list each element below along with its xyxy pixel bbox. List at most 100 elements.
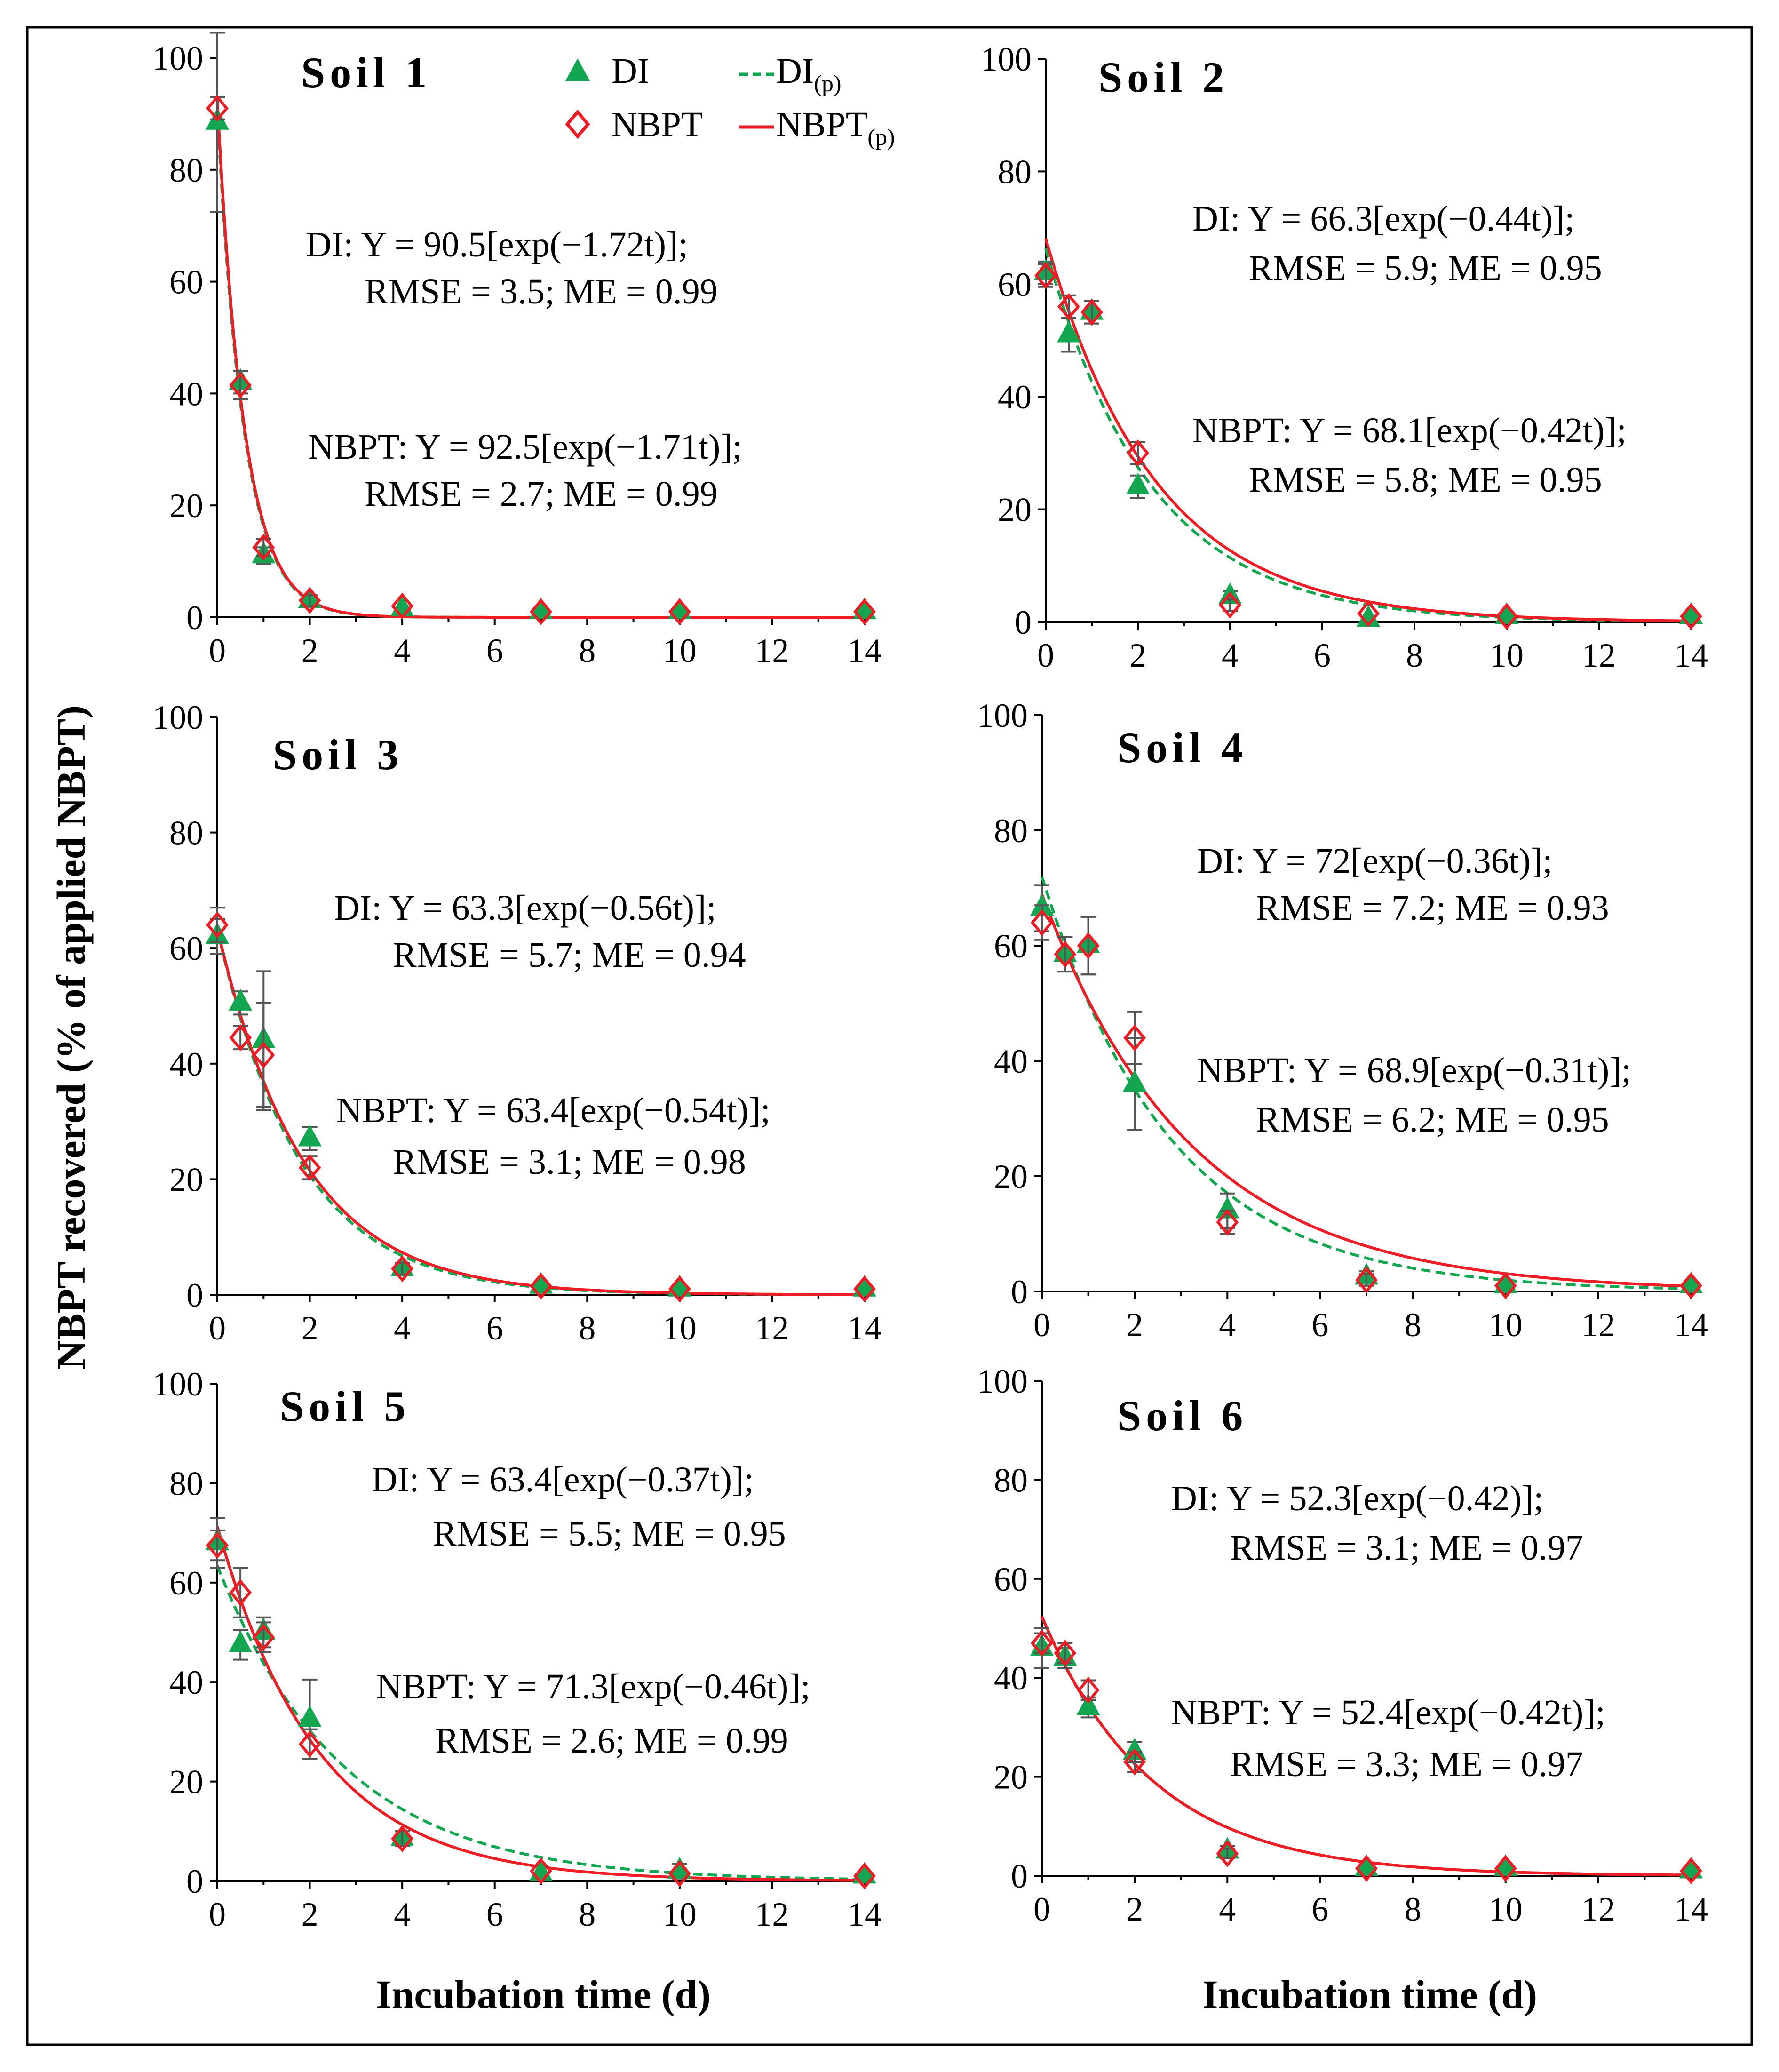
di-point	[1057, 320, 1080, 343]
nbpt-point	[1495, 603, 1518, 630]
equation-nbpt-line2: RMSE = 2.7; ME = 0.99	[365, 474, 718, 514]
equation-di-line1: DI: Y = 63.4[exp(−0.37t)];	[372, 1460, 754, 1499]
di-point	[1357, 605, 1380, 627]
legend-nbpt-fit-label: NBPT(p)	[776, 105, 895, 150]
x-tick-label: 2	[1129, 637, 1146, 674]
di-point	[298, 1705, 322, 1727]
x-tick-label: 0	[209, 632, 226, 669]
y-tick-label: 20	[998, 491, 1032, 529]
figure-border	[26, 26, 1753, 2046]
equation-nbpt-line2: RMSE = 3.3; ME = 0.97	[1230, 1745, 1583, 1784]
legend-di-fit-label: DI(p)	[776, 51, 842, 96]
nbpt-point	[1680, 603, 1702, 630]
di-point	[229, 1630, 253, 1652]
x-tick-label: 12	[755, 632, 789, 669]
y-tick-label: 80	[994, 812, 1028, 850]
equation-nbpt-line2: RMSE = 2.6; ME = 0.99	[435, 1721, 788, 1761]
y-tick-label: 0	[186, 599, 203, 637]
equation-nbpt-line1: NBPT: Y = 68.1[exp(−0.42t)];	[1192, 411, 1627, 450]
y-tick-label: 40	[998, 378, 1032, 416]
legend-di-marker	[565, 58, 590, 81]
equation-di-line2: RMSE = 5.7; ME = 0.94	[393, 935, 746, 975]
nbpt-fit-curve	[1040, 893, 1692, 1288]
x-tick-label: 8	[579, 1309, 596, 1347]
y-tick-label: 40	[994, 1659, 1028, 1697]
nbpt-point	[391, 1255, 414, 1283]
panel-soil-5: 0 20 40 60 80 100 0 2 4 6 8 10 12 14 Soil 5 DI: Y = 63.…	[152, 1365, 882, 1933]
equation-di-line2: RMSE = 3.5; ME = 0.99	[365, 272, 718, 311]
nbpt-point	[1494, 1855, 1517, 1882]
equation-di-line1: DI: Y = 90.5[exp(−1.72t)];	[306, 225, 688, 264]
equation-di-line1: DI: Y = 72[exp(−0.36t)];	[1197, 841, 1552, 881]
nbpt-point	[1077, 1676, 1100, 1704]
equation-di-line1: DI: Y = 63.3[exp(−0.56t)];	[334, 888, 716, 928]
panel-title: Soil 1	[301, 48, 431, 96]
nbpt-point	[530, 598, 552, 625]
equation-nbpt-line1: NBPT: Y = 68.9[exp(−0.31t)];	[1197, 1051, 1631, 1090]
nbpt-point	[1494, 1272, 1517, 1299]
nbpt-point	[1123, 1024, 1146, 1052]
x-tick-label: 6	[1311, 1306, 1328, 1344]
x-tick-label: 0	[1033, 1306, 1050, 1344]
x-tick-label: 0	[1033, 1890, 1050, 1928]
x-tick-label: 10	[663, 632, 697, 669]
x-tick-label: 4	[394, 632, 411, 669]
di-point	[298, 1124, 322, 1147]
legend-nbpt-label: NBPT	[612, 105, 703, 144]
nbpt-point	[1216, 1840, 1239, 1867]
y-tick-label: 100	[152, 699, 203, 736]
nbpt-point	[229, 1579, 252, 1606]
y-tick-label: 40	[169, 375, 203, 413]
nbpt-point	[1216, 1209, 1239, 1236]
x-tick-label: 12	[755, 1309, 789, 1347]
x-tick-label: 14	[1674, 637, 1708, 674]
x-tick-label: 6	[486, 632, 503, 669]
nbpt-point	[298, 587, 321, 614]
equation-di-line2: RMSE = 7.2; ME = 0.93	[1256, 888, 1609, 928]
equation-nbpt-line1: NBPT: Y = 52.4[exp(−0.42t)];	[1171, 1693, 1605, 1732]
y-tick-label: 20	[994, 1759, 1028, 1796]
nbpt-point	[668, 1860, 691, 1887]
y-tick-label: 100	[152, 1365, 203, 1403]
nbpt-point	[530, 1857, 552, 1885]
panel-soil-4: 0 20 40 60 80 100 0 2 4 6 8 10 12 14 Soil 4 DI: Y = 72[…	[977, 697, 1708, 1344]
di-fit-curve	[1040, 876, 1692, 1291]
panel-soil-1: 0 20 40 60 80 100 0 2 4 6 8 10 12 14 Soil 1 DI: Y = 90.…	[152, 32, 882, 669]
x-tick-label: 8	[579, 1896, 596, 1933]
x-tick-label: 0	[209, 1896, 226, 1933]
x-tick-label: 8	[1405, 1306, 1422, 1344]
x-tick-label: 4	[1222, 637, 1239, 674]
equation-nbpt-line2: RMSE = 3.1; ME = 0.98	[393, 1142, 746, 1182]
x-tick-label: 12	[1582, 637, 1616, 674]
x-tick-label: 14	[848, 632, 882, 669]
nbpt-point	[1355, 1855, 1378, 1882]
nbpt-point	[668, 598, 691, 625]
nbpt-point	[1357, 600, 1380, 627]
x-tick-label: 14	[1674, 1890, 1708, 1928]
nbpt-point	[206, 911, 229, 939]
x-tick-label: 6	[1314, 637, 1331, 674]
x-tick-label: 2	[302, 1309, 318, 1347]
nbpt-point	[229, 371, 252, 399]
nbpt-point	[1031, 1629, 1053, 1657]
panel-title: Soil 4	[1117, 724, 1247, 772]
nbpt-point	[1031, 909, 1053, 936]
y-tick-label: 0	[186, 1276, 203, 1314]
x-tick-label: 8	[579, 632, 596, 669]
nbpt-point	[252, 1624, 275, 1651]
equation-nbpt-line1: NBPT: Y = 63.4[exp(−0.54t)];	[336, 1091, 770, 1130]
y-tick-label: 60	[998, 266, 1032, 303]
x-tick-label: 6	[486, 1896, 503, 1933]
equation-nbpt-line1: NBPT: Y = 71.3[exp(−0.46t)];	[376, 1667, 810, 1706]
x-tick-label: 4	[394, 1309, 411, 1347]
y-tick-label: 60	[994, 1561, 1028, 1598]
equation-di-line1: DI: Y = 66.3[exp(−0.44t)];	[1192, 199, 1574, 239]
y-tick-label: 80	[169, 1465, 203, 1502]
x-axis-label-right: Incubation time (d)	[1202, 1972, 1537, 2017]
x-tick-label: 0	[209, 1309, 226, 1347]
panel-title: Soil 5	[280, 1382, 410, 1430]
y-tick-label: 20	[169, 487, 203, 525]
nbpt-point	[252, 534, 275, 561]
